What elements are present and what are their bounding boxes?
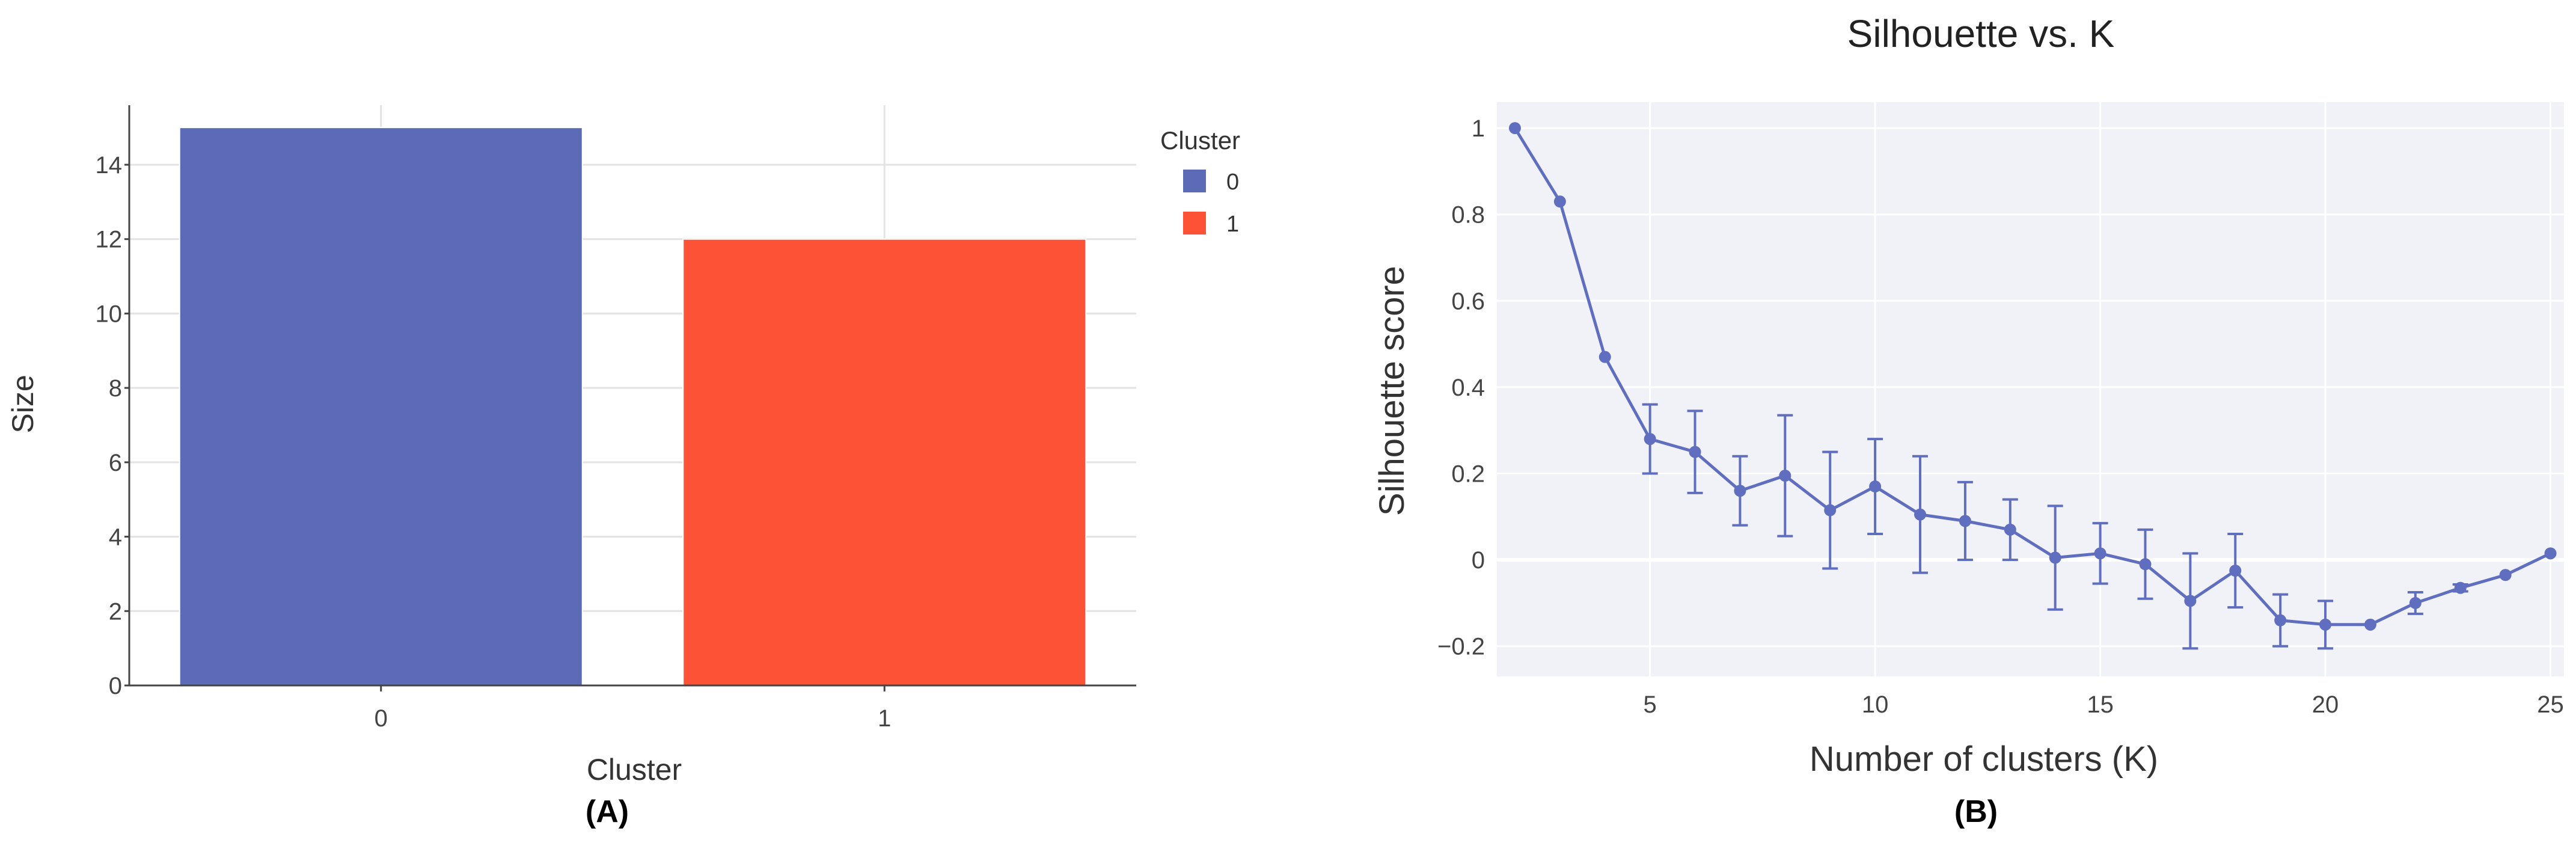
data-point xyxy=(1644,433,1656,446)
line-chart-gridlines xyxy=(1497,102,2564,676)
data-point xyxy=(2409,596,2422,609)
data-point xyxy=(2139,558,2152,571)
y-tick-label: 0.6 xyxy=(1451,288,1485,314)
y-tick-label: 2 xyxy=(109,598,122,625)
bar-chart-x-axis-title: Cluster xyxy=(587,753,682,786)
x-tick-label: 15 xyxy=(2087,691,2114,718)
data-point xyxy=(2499,569,2512,581)
panel-label-b: (B) xyxy=(1954,794,1998,829)
data-point xyxy=(1824,504,1837,516)
bar-chart-bars xyxy=(179,127,1087,687)
bar-chart-legend: Cluster 0 1 xyxy=(1160,126,1240,237)
data-point xyxy=(2274,614,2287,627)
data-point xyxy=(2094,547,2106,560)
y-tick-label: 14 xyxy=(96,152,123,179)
data-point xyxy=(1779,470,1791,482)
data-point xyxy=(1959,515,1971,527)
y-tick-label: 0.8 xyxy=(1451,202,1485,228)
line-chart-plot-background xyxy=(1497,102,2564,676)
data-point xyxy=(2049,551,2061,564)
silhouette-series-line xyxy=(1513,127,2551,627)
data-point xyxy=(2544,547,2557,560)
y-tick-label: 0 xyxy=(109,673,122,699)
y-tick-label: 4 xyxy=(109,524,122,551)
x-tick-label: 10 xyxy=(1862,691,1889,718)
y-tick-label: −0.2 xyxy=(1437,634,1485,660)
data-point xyxy=(2184,595,2197,607)
data-point xyxy=(1599,351,1611,363)
line-chart-points xyxy=(1508,122,2557,631)
y-tick-label: 6 xyxy=(109,450,122,476)
x-tick-label: 20 xyxy=(2312,691,2339,718)
data-point xyxy=(2229,565,2242,577)
data-point xyxy=(2004,523,2016,536)
data-point xyxy=(2454,581,2467,594)
y-tick-label: 1 xyxy=(1472,115,1485,142)
x-tick-label: 5 xyxy=(1644,691,1657,718)
data-point xyxy=(2319,618,2332,631)
x-tick-label: 0 xyxy=(375,705,388,732)
data-point xyxy=(2364,618,2376,631)
data-point xyxy=(1869,480,1882,493)
line-chart-y-ticks: 1 0.8 0.6 0.4 0.2 0 −0.2 xyxy=(1437,115,1485,660)
data-point xyxy=(1553,195,1566,208)
legend-swatch-0 xyxy=(1183,170,1206,192)
y-tick-label: 12 xyxy=(96,227,123,253)
data-point xyxy=(1914,508,1927,521)
line-chart-x-ticks: 5 10 15 20 25 xyxy=(1644,691,2564,718)
silhouette-line-chart: Silhouette vs. K 1 0.8 0.6 0.4 0.2 0 −0.2 5 10 1… xyxy=(1372,12,2564,829)
data-point xyxy=(1734,485,1746,497)
y-tick-label: 8 xyxy=(109,375,122,402)
bar-chart-y-axis-title: Size xyxy=(6,375,40,433)
legend-title: Cluster xyxy=(1160,126,1240,155)
line-chart-title: Silhouette vs. K xyxy=(1847,12,2115,55)
legend-label-0: 0 xyxy=(1226,170,1239,195)
legend-label-1: 1 xyxy=(1226,212,1239,237)
panel-label-a: (A) xyxy=(586,794,629,829)
bar-cluster-0 xyxy=(179,127,583,687)
x-tick-label: 25 xyxy=(2537,691,2564,718)
y-tick-label: 0 xyxy=(1472,547,1485,574)
bar-chart-y-ticks: 0 2 4 6 8 10 12 14 xyxy=(96,105,130,699)
y-tick-label: 0.2 xyxy=(1451,461,1485,488)
legend-swatch-1 xyxy=(1183,212,1206,234)
y-tick-label: 0.4 xyxy=(1451,375,1485,401)
line-chart-y-axis-title: Silhouette score xyxy=(1372,266,1412,516)
x-tick-label: 1 xyxy=(878,705,891,732)
line-chart-x-axis-title: Number of clusters (K) xyxy=(1810,740,2158,779)
data-point xyxy=(1508,122,1521,135)
y-tick-label: 10 xyxy=(96,301,123,327)
data-point xyxy=(1689,446,1701,458)
bar-cluster-1 xyxy=(682,238,1087,686)
